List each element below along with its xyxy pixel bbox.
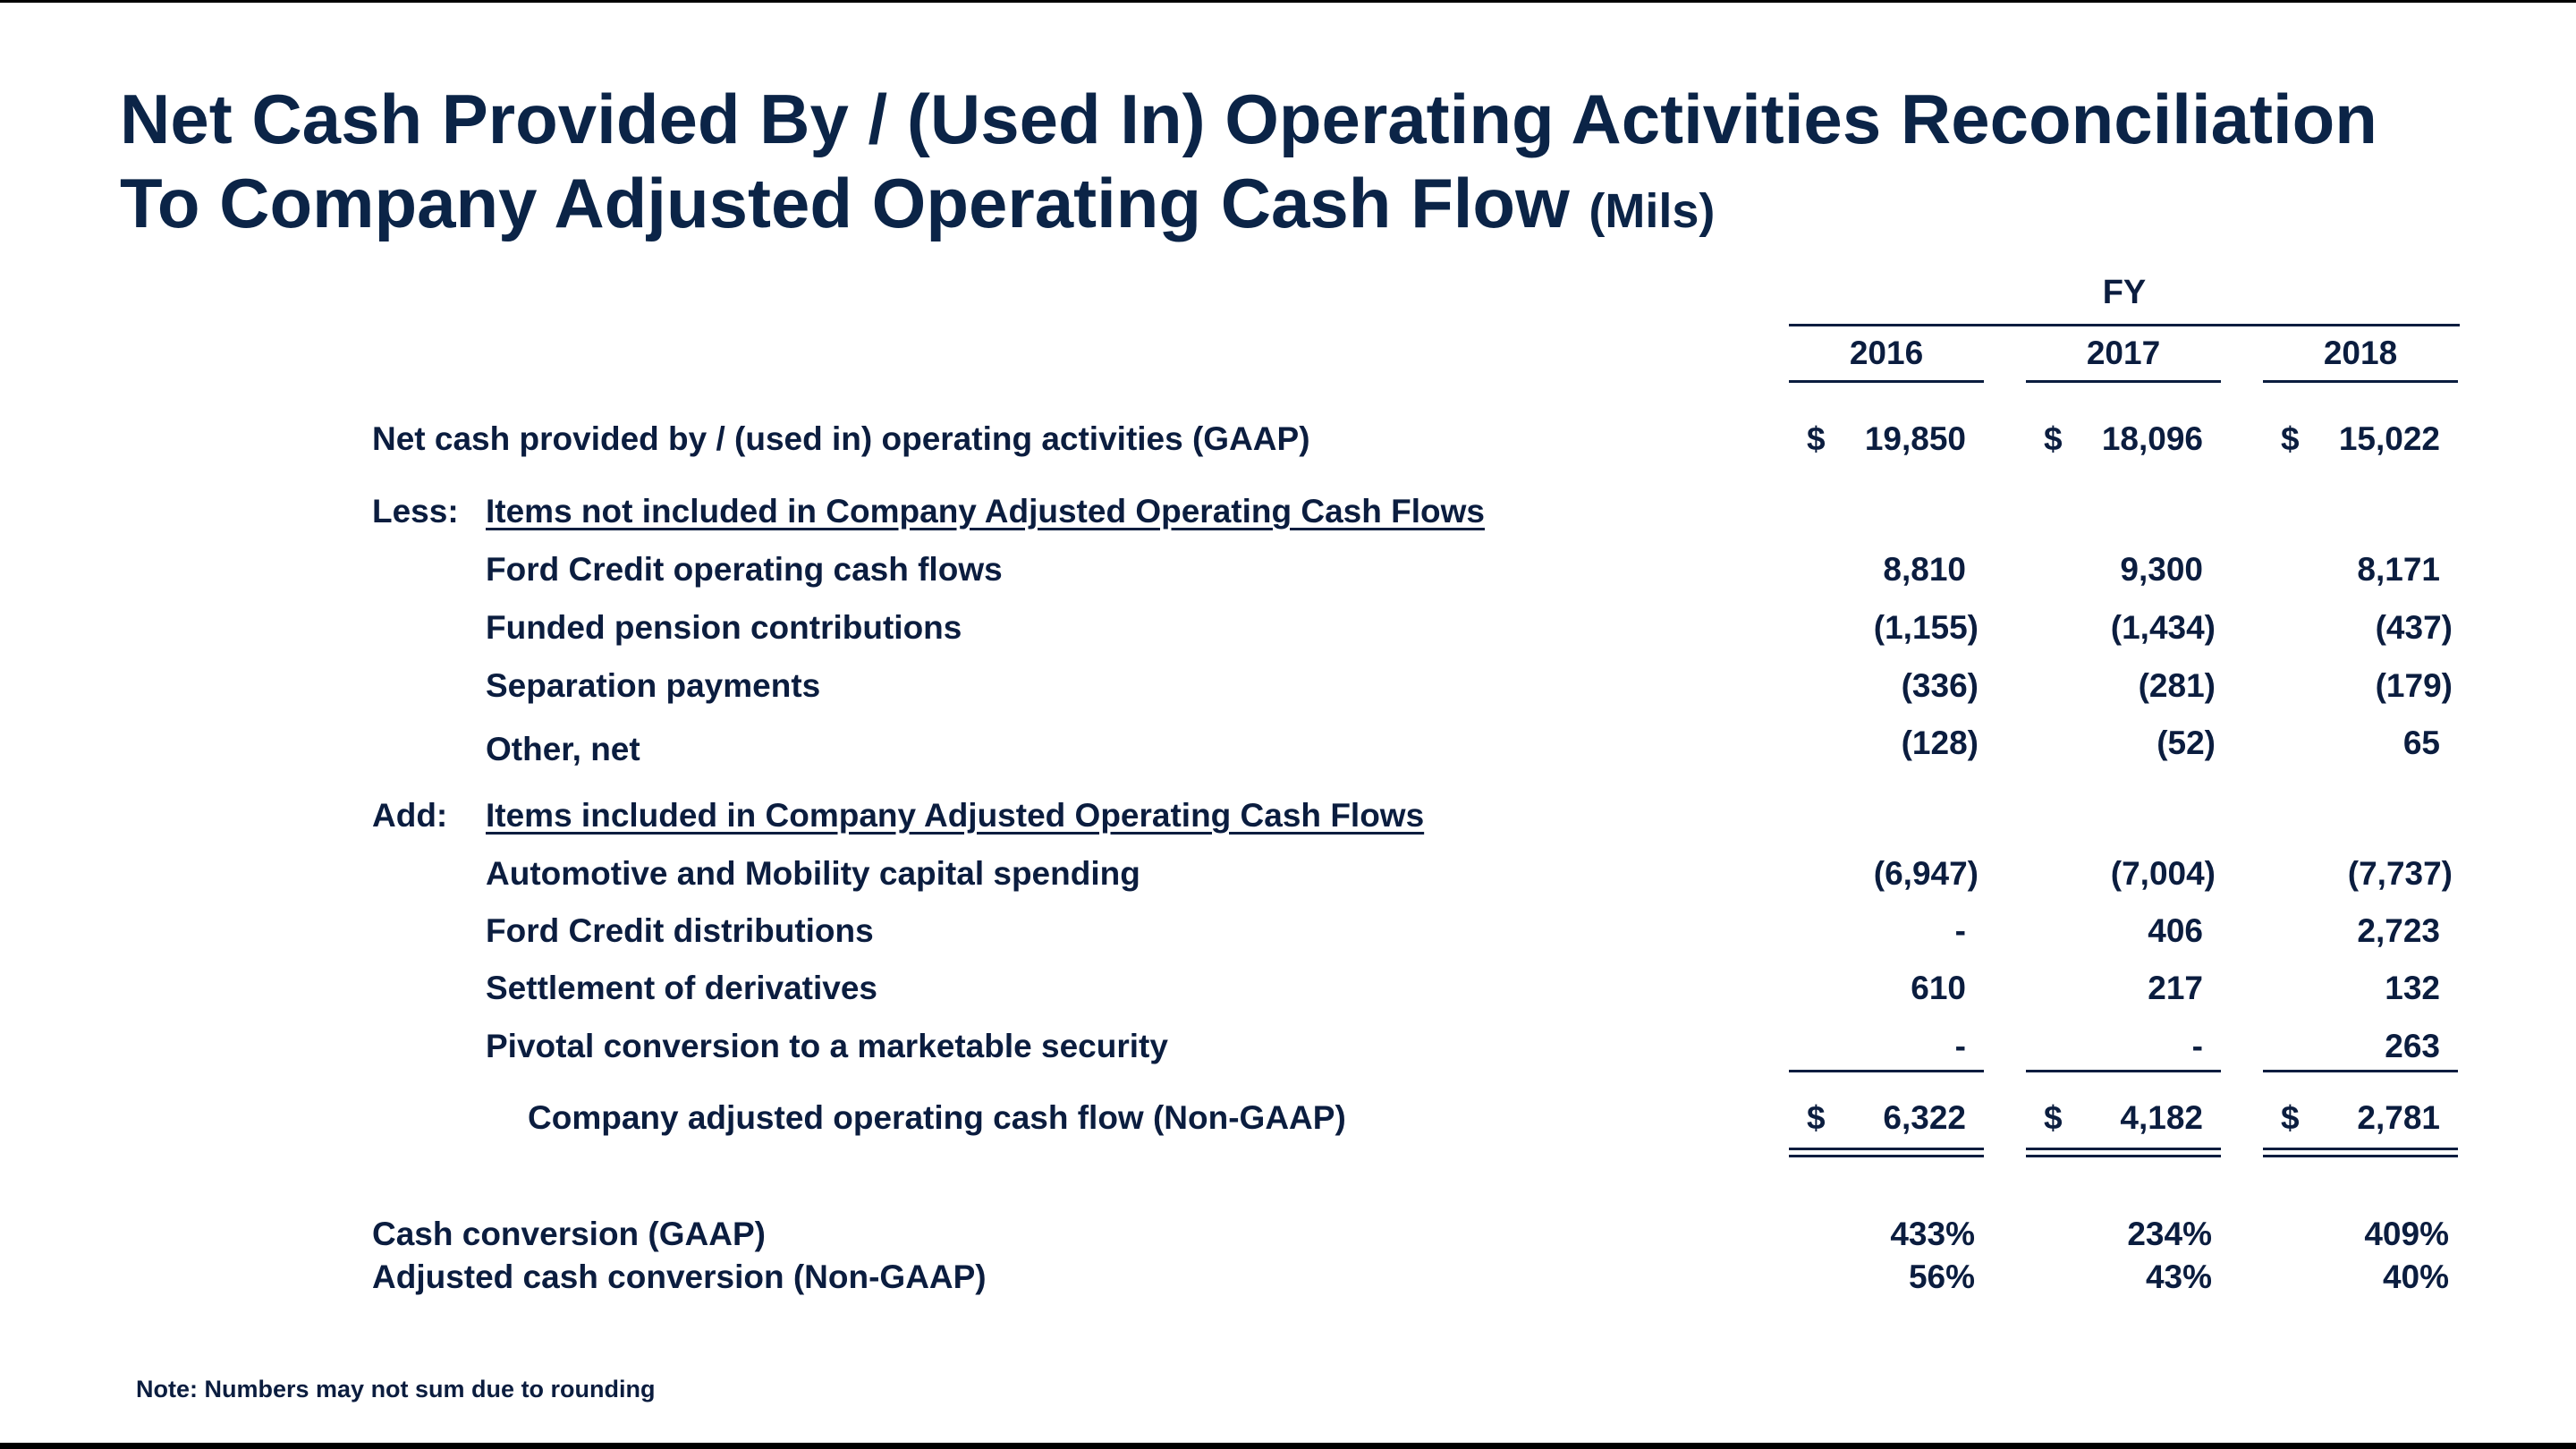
value-capex-2016: (6,947) — [1873, 855, 1979, 892]
year-header-rule — [1789, 380, 1984, 383]
value-adjusted-2018: 2,781 — [2357, 1099, 2440, 1136]
value-fc-dist-2017: 406 — [2148, 912, 2203, 949]
value-ford-credit-ocf-2017: 9,300 — [2120, 551, 2203, 588]
value-adj-cash-conv-2016: 56% — [1908, 1258, 1975, 1295]
value-ford-credit-ocf-2016: 8,810 — [1883, 551, 1966, 588]
value-fc-dist-2018: 2,723 — [2357, 912, 2440, 949]
footnote: Note: Numbers may not sum due to roundin… — [136, 1376, 656, 1402]
row-label-adjusted-ocf: Company adjusted operating cash flow (No… — [528, 1099, 1346, 1136]
section-header-included-items: Items included in Company Adjusted Opera… — [486, 797, 1425, 834]
year-header-2018: 2018 — [2323, 335, 2398, 371]
page-title-line-2-text: To Company Adjusted Operating Cash Flow — [120, 164, 1570, 242]
value-ford-credit-ocf-2018: 8,171 — [2357, 551, 2440, 588]
total-double-rule — [2263, 1148, 2458, 1150]
row-label-ford-credit-ocf: Ford Credit operating cash flows — [486, 551, 1003, 588]
value-pension-2017: (1,434) — [2110, 609, 2216, 646]
less-prefix: Less: — [372, 493, 459, 530]
year-header-2017: 2017 — [2086, 335, 2161, 371]
total-double-rule — [2026, 1155, 2221, 1157]
top-border — [0, 0, 2576, 3]
row-label-pivotal: Pivotal conversion to a marketable secur… — [486, 1028, 1168, 1064]
row-label-adjusted-cash-conversion: Adjusted cash conversion (Non-GAAP) — [372, 1258, 987, 1295]
year-header-rule — [2263, 380, 2458, 383]
year-header-2016: 2016 — [1849, 335, 1924, 371]
value-derivatives-2017: 217 — [2148, 970, 2203, 1006]
total-double-rule — [2026, 1148, 2221, 1150]
value-adj-cash-conv-2018: 40% — [2382, 1258, 2449, 1295]
row-label-capex: Automotive and Mobility capital spending — [486, 855, 1140, 892]
total-double-rule — [2263, 1155, 2458, 1157]
value-separation-2017: (281) — [2138, 667, 2216, 704]
value-other-2016: (128) — [1901, 724, 1979, 761]
value-gaap-2016: 19,850 — [1864, 420, 1966, 457]
row-label-separation: Separation payments — [486, 667, 821, 704]
value-gaap-2018: 15,022 — [2338, 420, 2440, 457]
add-prefix: Add: — [372, 797, 448, 834]
value-adjusted-2017: 4,182 — [2120, 1099, 2203, 1136]
value-pivotal-2017: - — [2191, 1028, 2203, 1064]
total-double-rule — [1789, 1155, 1984, 1157]
units-label: (Mils) — [1589, 184, 1716, 238]
subtotal-rule — [1789, 1070, 1984, 1072]
currency-symbol: $ — [2044, 420, 2063, 457]
value-cash-conv-2016: 433% — [1890, 1216, 1975, 1252]
bottom-border — [0, 1443, 2576, 1449]
value-pension-2016: (1,155) — [1873, 609, 1979, 646]
section-header-excluded-items: Items not included in Company Adjusted O… — [486, 493, 1485, 530]
value-capex-2018: (7,737) — [2347, 855, 2453, 892]
page-title-line-2: To Company Adjusted Operating Cash Flow … — [120, 163, 1715, 244]
value-gaap-2017: 18,096 — [2101, 420, 2203, 457]
value-adjusted-2016: 6,322 — [1883, 1099, 1966, 1136]
row-label-other-net: Other, net — [486, 731, 640, 767]
currency-symbol: $ — [1807, 420, 1826, 457]
subtotal-rule — [2026, 1070, 2221, 1072]
value-other-2018: 65 — [2402, 724, 2440, 761]
value-derivatives-2018: 132 — [2385, 970, 2440, 1006]
fy-header-rule — [1789, 324, 2460, 326]
currency-symbol: $ — [2044, 1099, 2063, 1136]
currency-symbol: $ — [2281, 420, 2300, 457]
row-label-gaap-ocf: Net cash provided by / (used in) operati… — [372, 420, 1310, 457]
row-label-ford-credit-distributions: Ford Credit distributions — [486, 912, 874, 949]
page-title-line-1: Net Cash Provided By / (Used In) Operati… — [120, 80, 2377, 158]
value-cash-conv-2018: 409% — [2364, 1216, 2449, 1252]
year-header-rule — [2026, 380, 2221, 383]
row-label-cash-conversion: Cash conversion (GAAP) — [372, 1216, 766, 1252]
currency-symbol: $ — [1807, 1099, 1826, 1136]
fy-header: FY — [2102, 274, 2147, 311]
value-pension-2018: (437) — [2375, 609, 2453, 646]
subtotal-rule — [2263, 1070, 2458, 1072]
value-separation-2016: (336) — [1901, 667, 1979, 704]
value-capex-2017: (7,004) — [2110, 855, 2216, 892]
value-pivotal-2016: - — [1954, 1028, 1966, 1064]
total-double-rule — [1789, 1148, 1984, 1150]
value-separation-2018: (179) — [2375, 667, 2453, 704]
value-derivatives-2016: 610 — [1911, 970, 1966, 1006]
value-cash-conv-2017: 234% — [2127, 1216, 2212, 1252]
row-label-derivatives: Settlement of derivatives — [486, 970, 877, 1006]
value-adj-cash-conv-2017: 43% — [2145, 1258, 2212, 1295]
value-pivotal-2018: 263 — [2385, 1028, 2440, 1064]
value-fc-dist-2016: - — [1954, 912, 1966, 949]
row-label-pension: Funded pension contributions — [486, 609, 962, 646]
value-other-2017: (52) — [2157, 724, 2216, 761]
currency-symbol: $ — [2281, 1099, 2300, 1136]
